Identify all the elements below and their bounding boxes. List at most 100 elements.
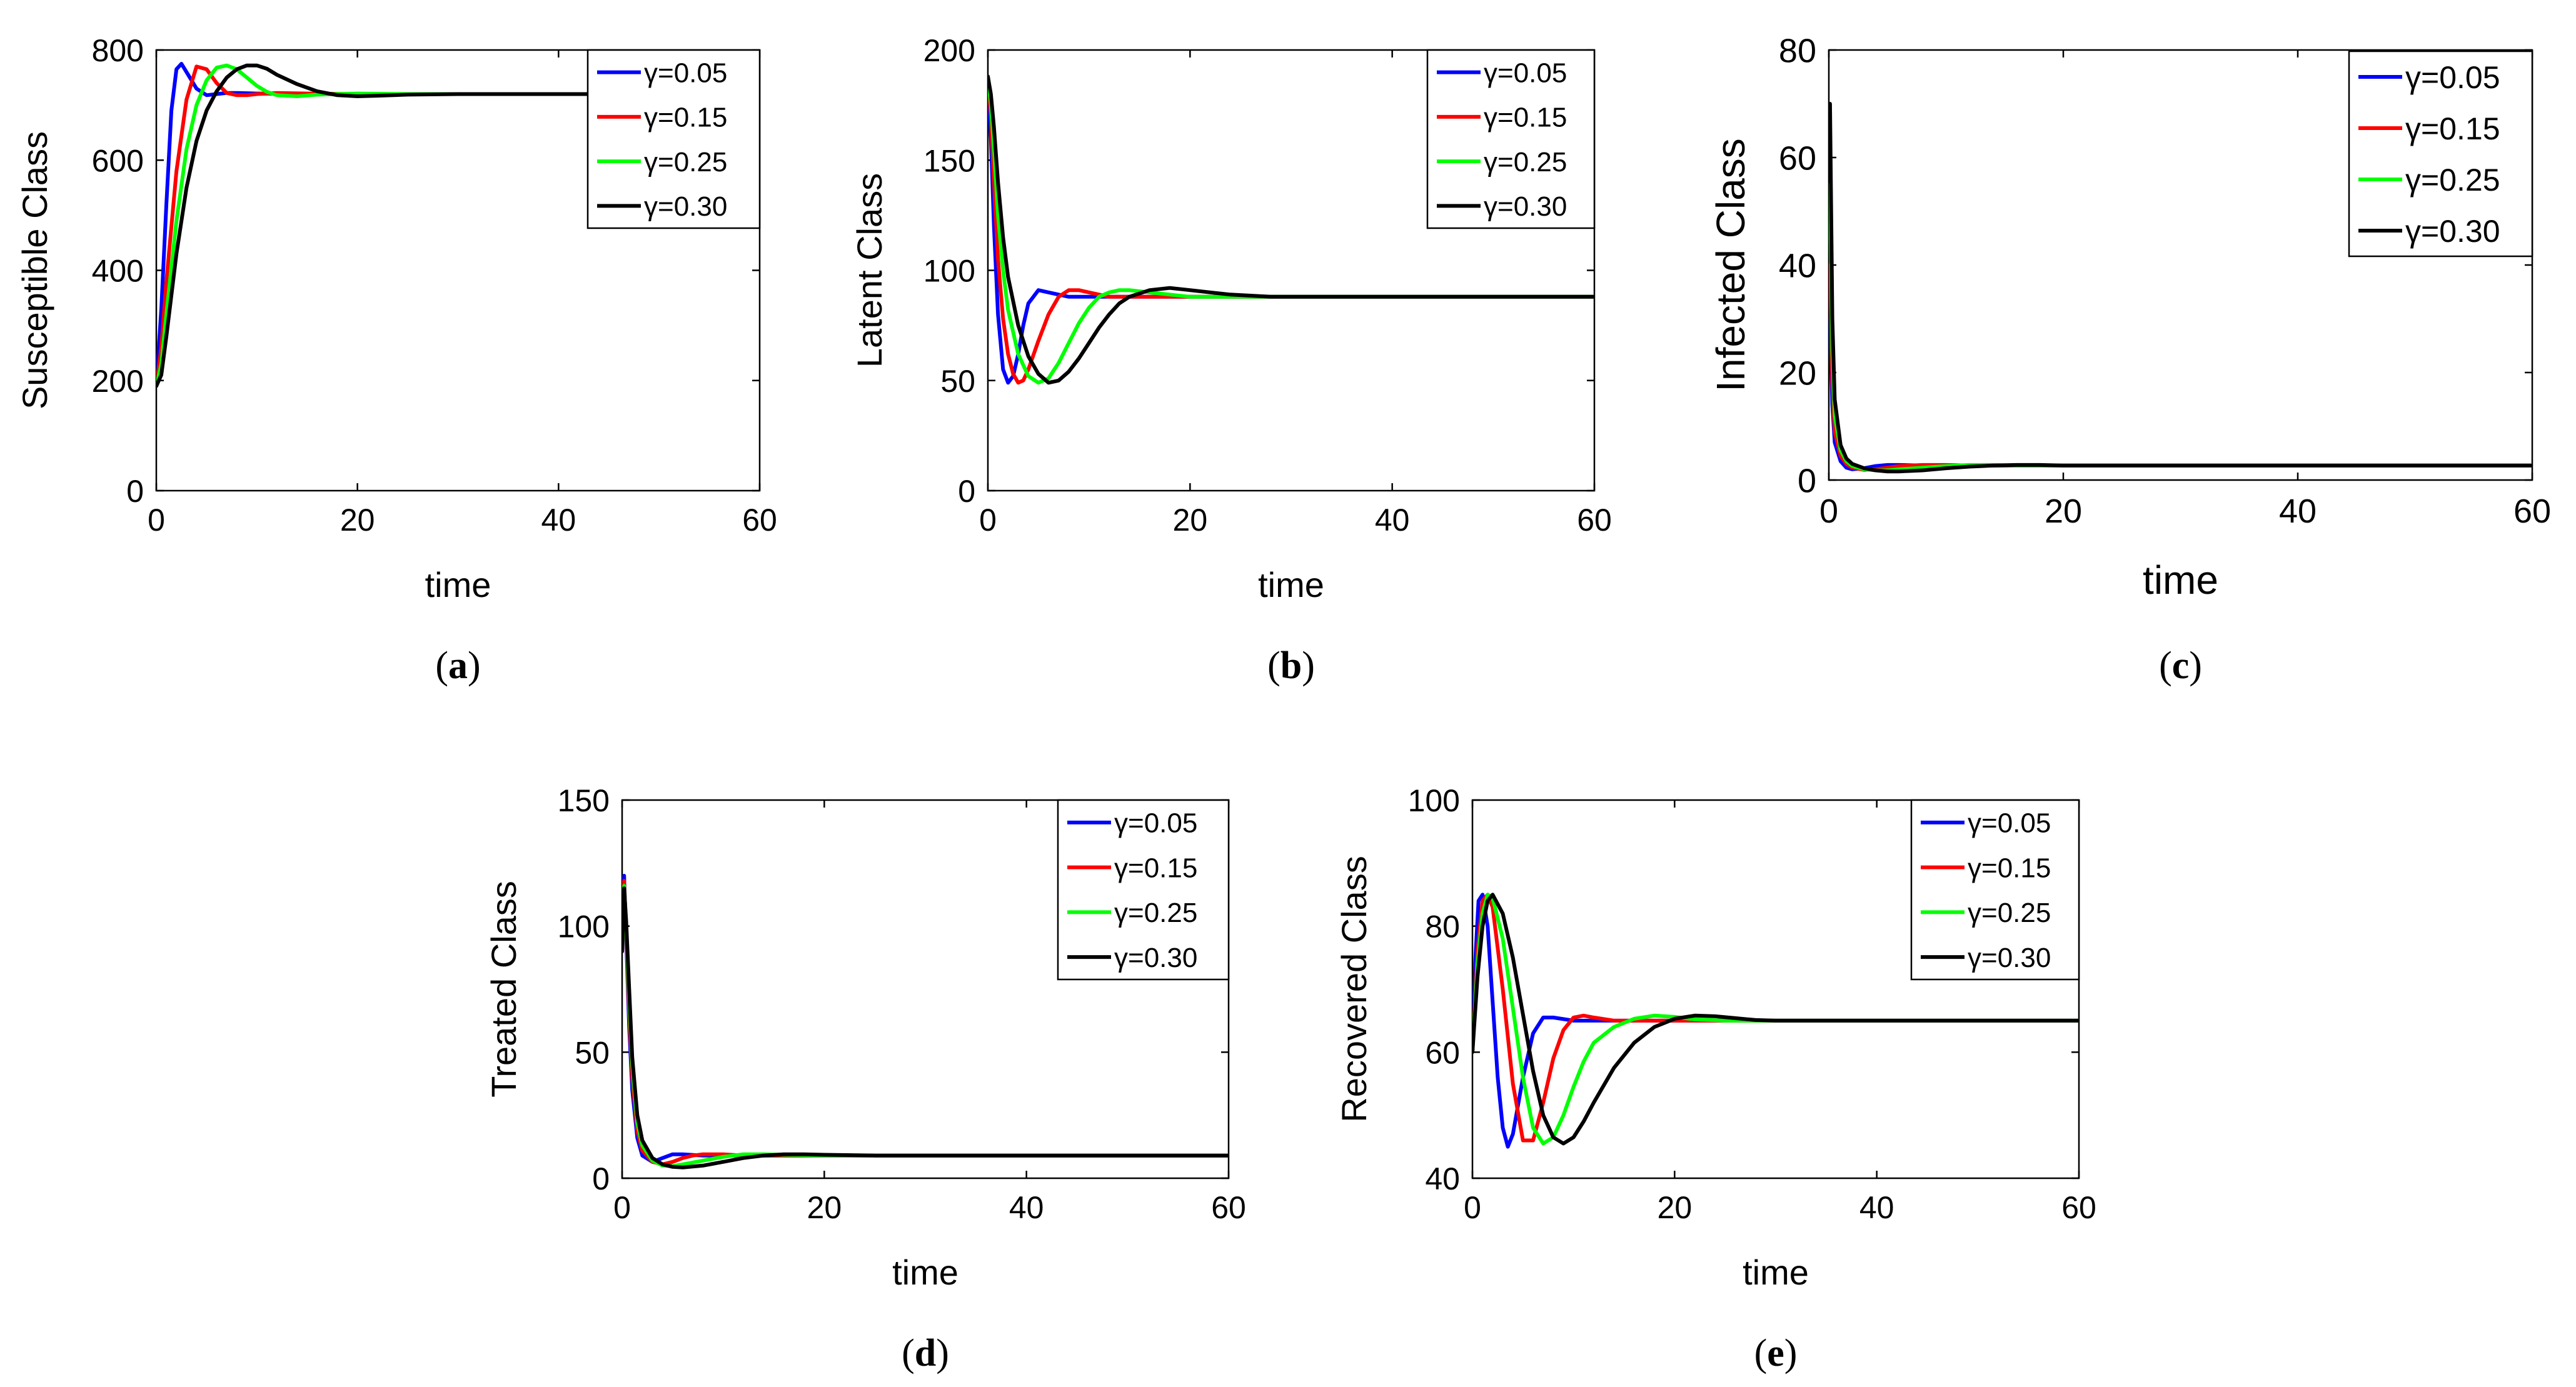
x-tick-label: 0 <box>979 503 997 538</box>
y-tick-label: 60 <box>1425 1035 1460 1070</box>
caption-letter: a <box>448 644 468 687</box>
y-tick-label: 150 <box>558 783 610 818</box>
x-tick-label: 40 <box>1009 1190 1044 1225</box>
x-tick-label: 20 <box>340 503 375 538</box>
chart-panel-d: 0 20 40 60 0 50 100 150 time Treated Class (d) γ=0.… <box>484 783 1246 1374</box>
x-tick-label: 40 <box>1375 503 1410 538</box>
y-tick-label: 0 <box>958 474 975 509</box>
legend-box <box>1910 799 2080 981</box>
y-axis-label: Recovered Class <box>1334 856 1374 1122</box>
legend-label-3: γ=0.25 <box>1114 898 1197 928</box>
x-tick-label: 20 <box>2045 493 2082 530</box>
x-tick-label: 40 <box>2279 493 2317 530</box>
y-tick-label: 0 <box>592 1161 610 1196</box>
x-tick-label: 0 <box>148 503 165 538</box>
series-group <box>622 874 1229 1169</box>
legend-box <box>1057 799 1230 981</box>
caption-letter: e <box>1767 1332 1784 1374</box>
y-tick-label: 100 <box>558 909 610 944</box>
legend-label-3: γ=0.25 <box>644 147 727 178</box>
x-tick-label: 40 <box>541 503 576 538</box>
y-tick-label: 60 <box>1779 139 1816 177</box>
chart-panel-c: 0 20 40 60 0 20 40 60 80 time Infected Class (c) γ=0… <box>1708 32 2551 687</box>
y-axis-label: Latent Class <box>850 173 889 368</box>
x-tick-label: 60 <box>742 503 777 538</box>
x-tick-label: 60 <box>2513 493 2551 530</box>
subfigure-caption: (a) <box>435 644 480 687</box>
legend-box <box>586 49 761 229</box>
y-tick-label: 100 <box>1408 783 1460 818</box>
legend-label-1: γ=0.05 <box>2405 60 2500 95</box>
legend-label-2: γ=0.15 <box>1114 853 1197 883</box>
x-tick-label: 40 <box>1859 1190 1894 1225</box>
x-axis-label: time <box>1743 1253 1809 1292</box>
y-tick-label: 0 <box>1798 462 1816 499</box>
y-tick-label: 50 <box>575 1035 610 1070</box>
y-tick-label: 40 <box>1425 1161 1460 1196</box>
y-tick-label: 200 <box>923 33 975 68</box>
y-tick-label: 50 <box>940 364 975 399</box>
legend-label-2: γ=0.15 <box>1968 853 2051 883</box>
legend-label-4: γ=0.30 <box>644 191 727 222</box>
legend-label-4: γ=0.30 <box>2405 214 2500 249</box>
subfigure-caption: (e) <box>1754 1332 1798 1374</box>
legend: γ=0.05 γ=0.15 γ=0.25 γ=0.30 <box>1910 799 2080 981</box>
subfigure-caption: (d) <box>902 1332 949 1374</box>
series-line-3 <box>988 74 1594 385</box>
series-line-4 <box>622 886 1229 1169</box>
x-tick-label: 20 <box>807 1190 842 1225</box>
x-axis-label: time <box>425 565 491 604</box>
series-group <box>988 74 1594 385</box>
legend-label-2: γ=0.15 <box>2405 111 2500 146</box>
legend-box <box>1426 49 1596 229</box>
x-tick-label: 20 <box>1173 503 1208 538</box>
legend-label-1: γ=0.05 <box>1484 58 1567 88</box>
series-group <box>1472 893 2079 1149</box>
x-tick-label: 0 <box>613 1190 631 1225</box>
legend: γ=0.05 γ=0.15 γ=0.25 γ=0.30 <box>1426 49 1596 229</box>
y-tick-label: 600 <box>92 143 144 178</box>
series-line-4 <box>156 63 760 388</box>
y-tick-label: 80 <box>1425 909 1460 944</box>
x-tick-label: 20 <box>1658 1190 1693 1225</box>
y-axis-label: Susceptible Class <box>15 131 54 409</box>
chart-panel-e: 0 20 40 60 40 60 80 100 time Recovered Class (e) γ=… <box>1334 783 2096 1374</box>
legend-label-2: γ=0.15 <box>644 103 727 133</box>
series-group <box>156 62 760 388</box>
legend: γ=0.05 γ=0.15 γ=0.25 γ=0.30 <box>2348 50 2533 258</box>
legend-label-3: γ=0.25 <box>1484 147 1567 178</box>
legend: γ=0.05 γ=0.15 γ=0.25 γ=0.30 <box>1057 799 1230 981</box>
y-axis-label: Infected Class <box>1708 138 1753 392</box>
y-tick-label: 0 <box>126 474 144 509</box>
subfigure-caption: (b) <box>1267 644 1315 687</box>
x-axis-label: time <box>892 1253 958 1292</box>
legend-label-2: γ=0.15 <box>1484 103 1567 133</box>
series-group <box>1829 102 2532 474</box>
y-tick-label: 200 <box>92 364 144 399</box>
x-axis-label: time <box>1258 565 1324 604</box>
x-tick-label: 0 <box>1464 1190 1481 1225</box>
chart-panel-b: 0 20 40 60 0 50 100 150 200 time Latent Class (b) γ=… <box>850 33 1612 687</box>
y-tick-label: 100 <box>923 254 975 289</box>
series-line-4 <box>1472 893 2079 1146</box>
legend-label-3: γ=0.25 <box>1968 898 2051 928</box>
x-tick-label: 60 <box>2061 1190 2096 1225</box>
y-tick-label: 20 <box>1779 354 1816 392</box>
y-tick-label: 400 <box>92 254 144 289</box>
x-tick-label: 60 <box>1211 1190 1246 1225</box>
y-tick-label: 80 <box>1779 32 1816 69</box>
series-line-4 <box>1829 102 2532 474</box>
legend-label-4: γ=0.30 <box>1484 191 1567 222</box>
x-tick-label: 60 <box>1577 503 1612 538</box>
y-tick-label: 40 <box>1779 247 1816 284</box>
y-tick-label: 800 <box>92 33 144 68</box>
legend-box <box>2348 50 2533 258</box>
legend-label-4: γ=0.30 <box>1968 943 2051 973</box>
x-axis-label: time <box>2143 558 2218 603</box>
caption-letter: b <box>1280 644 1302 687</box>
legend: γ=0.05 γ=0.15 γ=0.25 γ=0.30 <box>586 49 761 229</box>
legend-label-1: γ=0.05 <box>1114 808 1197 839</box>
legend-label-3: γ=0.25 <box>2405 163 2500 198</box>
